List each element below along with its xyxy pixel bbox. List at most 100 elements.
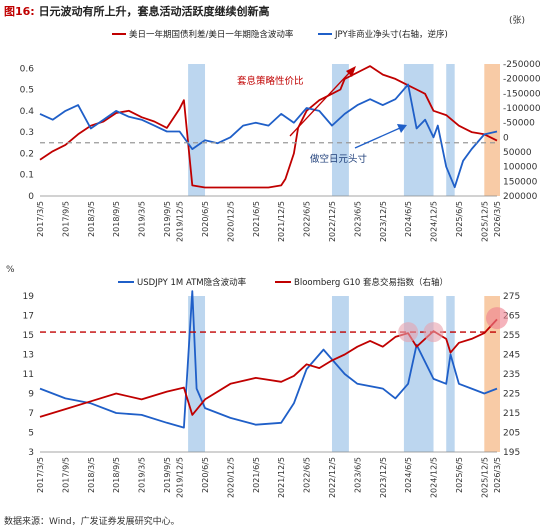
highlight-circle [398, 322, 419, 343]
right-axis-unit: (张) [509, 15, 525, 26]
annotation-label: 套息策略性价比 [237, 75, 304, 87]
annotation-arrow [354, 127, 401, 149]
legend-label: 美日一年期国债利差/美日一年期隐含波动率 [129, 29, 294, 40]
x-tick-label: 2024/12/5 [430, 457, 439, 498]
y-right-tick-label: 50000 [503, 148, 532, 158]
source-note: 数据来源：Wind，广发证券发展研究中心。 [4, 517, 180, 527]
shaded-period [188, 64, 206, 196]
shaded-period-recent [484, 296, 500, 452]
y-left-tick-label: 17 [23, 312, 34, 322]
y-left-tick-label: 15 [23, 331, 34, 341]
y-left-tick-label: 3 [28, 448, 34, 458]
x-tick-label: 2022/12/5 [328, 201, 337, 242]
x-tick-label: 2024/12/5 [430, 201, 439, 242]
top-chart: 0 0.1 0.2 0.3 0.4 0.5 0.6 -250000 -200000 -150000… [20, 15, 541, 242]
x-tick-label: 2023/12/5 [379, 457, 388, 498]
shaded-period [331, 296, 349, 452]
y-left-tick-label: 0 [28, 192, 34, 202]
y-right-tick-label: 100000 [503, 163, 538, 173]
y-left-tick-label: 0.1 [20, 171, 34, 181]
y-right-tick-label: 195 [503, 448, 520, 458]
figure-title: 图16: 日元波动有所上升，套息活动活跃度继续创新高 [4, 3, 270, 19]
highlight-circle [486, 307, 508, 330]
x-tick-label: 2018/3/5 [87, 457, 96, 493]
y-right-tick-label: 235 [503, 370, 520, 380]
y-left-tick-label: 19 [23, 292, 35, 302]
x-tick-label: 2024/6/5 [404, 457, 413, 493]
legend-label: USDJPY 1M ATM隐含波动率 [137, 277, 247, 288]
y-right-tick-label: 150000 [503, 177, 538, 187]
x-tick-label: 2019/3/5 [138, 201, 147, 237]
figure-title-text: 日元波动有所上升，套息活动活跃度继续创新高 [38, 5, 270, 18]
y-right-tick-label: -100000 [503, 104, 541, 114]
x-tick-label: 2025/6/5 [455, 457, 464, 493]
shaded-period [446, 296, 455, 452]
series-line [39, 290, 498, 429]
left-axis-unit: % [6, 265, 15, 275]
legend-label: Bloomberg G10 套息交易指数（右轴） [294, 277, 448, 288]
x-tick-label: 2020/6/5 [201, 457, 210, 493]
x-tick-label: 2017/3/5 [36, 457, 45, 493]
x-tick-label: 2017/9/5 [61, 201, 70, 237]
arrow-head [346, 66, 356, 77]
x-tick-label: 2024/6/5 [404, 201, 413, 237]
series-line [39, 65, 498, 189]
x-tick-label: 2022/6/5 [303, 201, 312, 237]
y-right-tick-label: 255 [503, 331, 520, 341]
x-tick-label: 2025/12/5 [480, 457, 489, 498]
x-tick-label: 2019/12/5 [176, 457, 185, 498]
x-tick-label: 2025/6/5 [455, 201, 464, 237]
y-left-tick-label: 7 [28, 409, 34, 419]
y-right-tick-label: 225 [503, 390, 520, 400]
y-left-tick-label: 0.3 [20, 128, 34, 138]
x-tick-label: 2026/3/5 [493, 201, 502, 237]
y-left-tick-label: 5 [28, 429, 34, 439]
x-tick-label: 2021/12/5 [277, 201, 286, 242]
x-tick-label: 2022/6/5 [303, 457, 312, 493]
y-left-tick-label: 9 [28, 390, 34, 400]
figure-label: 图16: [4, 5, 35, 18]
x-tick-label: 2018/9/5 [112, 201, 121, 237]
x-tick-label: 2019/9/5 [163, 201, 172, 237]
y-left-tick-label: 0.2 [20, 149, 34, 159]
x-tick-label: 2026/3/5 [493, 457, 502, 493]
x-tick-label: 2023/6/5 [353, 201, 362, 237]
legend-label: JPY非商业净头寸(右轴，逆序) [334, 29, 448, 40]
y-right-tick-label: 245 [503, 351, 520, 361]
y-right-tick-label: -200000 [503, 75, 541, 85]
x-tick-label: 2018/3/5 [87, 201, 96, 237]
x-tick-label: 2017/3/5 [36, 201, 45, 237]
shaded-period-recent [484, 64, 500, 196]
x-tick-label: 2020/6/5 [201, 201, 210, 237]
y-right-tick-label: -250000 [503, 60, 541, 70]
highlight-circle [423, 322, 444, 343]
y-left-tick-label: 11 [23, 370, 34, 380]
y-right-tick-label: 0 [503, 133, 509, 143]
y-right-tick-label: 265 [503, 312, 520, 322]
x-tick-label: 2019/12/5 [176, 201, 185, 242]
x-tick-label: 2017/9/5 [61, 457, 70, 493]
y-left-tick-label: 0.4 [20, 107, 35, 117]
x-tick-label: 2021/6/5 [252, 457, 261, 493]
x-tick-label: 2019/9/5 [163, 457, 172, 493]
bottom-chart: 3 5 7 9 11 13 15 17 19 195 205 215 225 235 245 255 265 27… [6, 265, 520, 498]
series-line [39, 83, 498, 189]
y-right-tick-label: 205 [503, 429, 520, 439]
x-tick-label: 2022/12/5 [328, 457, 337, 498]
y-right-tick-label: 215 [503, 409, 520, 419]
y-left-tick-label: 0.6 [20, 64, 35, 74]
annotation-arrow [289, 71, 351, 137]
x-tick-label: 2023/6/5 [353, 457, 362, 493]
x-tick-label: 2025/12/5 [480, 201, 489, 242]
y-right-tick-label: 200000 [503, 192, 538, 202]
shaded-period [446, 64, 455, 196]
x-tick-label: 2023/12/5 [379, 201, 388, 242]
x-tick-label: 2019/3/5 [138, 457, 147, 493]
x-tick-label: 2021/12/5 [277, 457, 286, 498]
shaded-period [403, 296, 434, 452]
y-right-tick-label: -50000 [503, 119, 535, 129]
y-left-tick-label: 13 [23, 351, 34, 361]
series-line [39, 318, 498, 418]
y-left-tick-label: 0.5 [20, 86, 34, 96]
shaded-period [331, 64, 349, 196]
